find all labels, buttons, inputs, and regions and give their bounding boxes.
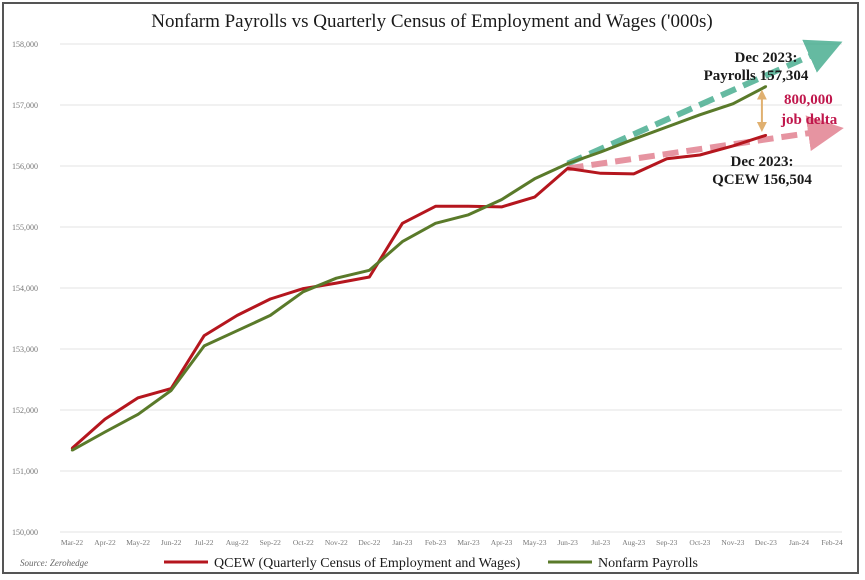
data-point [665, 157, 668, 160]
data-point [302, 287, 305, 290]
data-point [368, 269, 371, 272]
series-line-qcew [71, 133, 767, 450]
x-tick-label: May-22 [126, 538, 150, 547]
data-point [236, 329, 239, 332]
x-tick-label: Jan-24 [789, 538, 809, 547]
series-line-nonfarm-payrolls [71, 85, 767, 452]
x-tick-label: Apr-23 [491, 538, 513, 547]
data-point [269, 297, 272, 301]
data-point [533, 195, 536, 199]
data-point [335, 281, 338, 285]
y-tick-label: 151,000 [12, 467, 38, 476]
x-tick-label: Aug-22 [226, 538, 249, 547]
annotation-qcew-value: QCEW 156,504 [712, 172, 812, 188]
x-tick-label: Oct-22 [293, 538, 314, 547]
projection-arrow-qcew [567, 115, 844, 172]
annotation-qcew-date: Dec 2023: [731, 154, 794, 170]
y-tick-label: 152,000 [12, 406, 38, 415]
data-point [566, 162, 569, 165]
data-point [103, 430, 107, 434]
x-tick-label: Jun-23 [557, 538, 578, 547]
annotation-payrolls-date: Dec 2023: [735, 50, 798, 66]
data-point [764, 85, 768, 88]
data-point [434, 222, 437, 225]
data-point [632, 172, 635, 176]
data-point [136, 413, 140, 416]
data-point [236, 314, 239, 317]
data-point [665, 125, 668, 129]
y-tick-label: 153,000 [12, 345, 38, 354]
data-point [202, 334, 206, 337]
x-tick-label: Mar-23 [457, 538, 480, 547]
data-point [136, 396, 140, 399]
source-note: Source: Zerohedge [20, 558, 88, 568]
y-tick-label: 156,000 [12, 162, 38, 171]
x-tick-label: Feb-24 [821, 538, 842, 547]
x-tick-label: Jul-23 [591, 538, 610, 547]
data-point [698, 153, 702, 157]
x-tick-label: Nov-22 [325, 538, 348, 547]
data-point [566, 167, 569, 170]
data-point [70, 449, 74, 452]
data-point [103, 417, 107, 421]
data-point [434, 205, 437, 208]
y-tick-label: 150,000 [12, 528, 38, 537]
data-point [467, 205, 470, 208]
x-tick-label: Dec-23 [755, 538, 777, 547]
data-point [731, 102, 735, 105]
data-point [500, 205, 503, 209]
x-tick-label: Mar-22 [61, 538, 84, 547]
x-tick-label: Nov-23 [721, 538, 744, 547]
x-tick-label: Jul-22 [195, 538, 214, 547]
data-point [335, 277, 338, 280]
data-point [467, 213, 470, 216]
y-tick-label: 157,000 [12, 101, 38, 110]
x-tick-label: Aug-23 [622, 538, 645, 547]
y-tick-label: 154,000 [12, 284, 38, 293]
data-point [500, 198, 503, 201]
data-point [731, 144, 735, 148]
data-point [632, 137, 635, 141]
chart-title: Nonfarm Payrolls vs Quarterly Census of … [151, 11, 712, 32]
x-tick-label: Jan-23 [392, 538, 412, 547]
data-point [599, 150, 602, 154]
data-point [202, 344, 206, 348]
annotation-payrolls-value: Payrolls 157,304 [704, 68, 809, 84]
data-point [764, 134, 768, 137]
x-tick-label: Oct-23 [689, 538, 710, 547]
data-point [269, 314, 272, 317]
x-tick-label: Sep-23 [656, 538, 677, 547]
data-point [302, 290, 305, 293]
data-point [401, 240, 404, 243]
y-tick-label: 155,000 [12, 223, 38, 232]
data-point [533, 177, 536, 181]
annotation-delta-value: 800,000 [784, 92, 833, 108]
data-point [169, 389, 173, 392]
y-tick-label: 158,000 [12, 40, 38, 49]
x-tick-label: Dec-22 [358, 538, 380, 547]
data-point [698, 113, 702, 116]
x-tick-label: Sep-22 [260, 538, 281, 547]
data-point [368, 275, 371, 279]
x-tick-label: Jun-22 [161, 538, 182, 547]
data-point [401, 222, 404, 225]
x-tick-label: Feb-23 [425, 538, 446, 547]
x-tick-label: May-23 [523, 538, 547, 547]
data-point [599, 172, 602, 175]
annotation-delta-label: job delta [780, 112, 838, 128]
legend-label-nonfarm-payrolls: Nonfarm Payrolls [598, 556, 698, 571]
x-tick-label: Apr-22 [94, 538, 116, 547]
legend-label-qcew: QCEW (Quarterly Census of Employment and… [214, 556, 521, 571]
